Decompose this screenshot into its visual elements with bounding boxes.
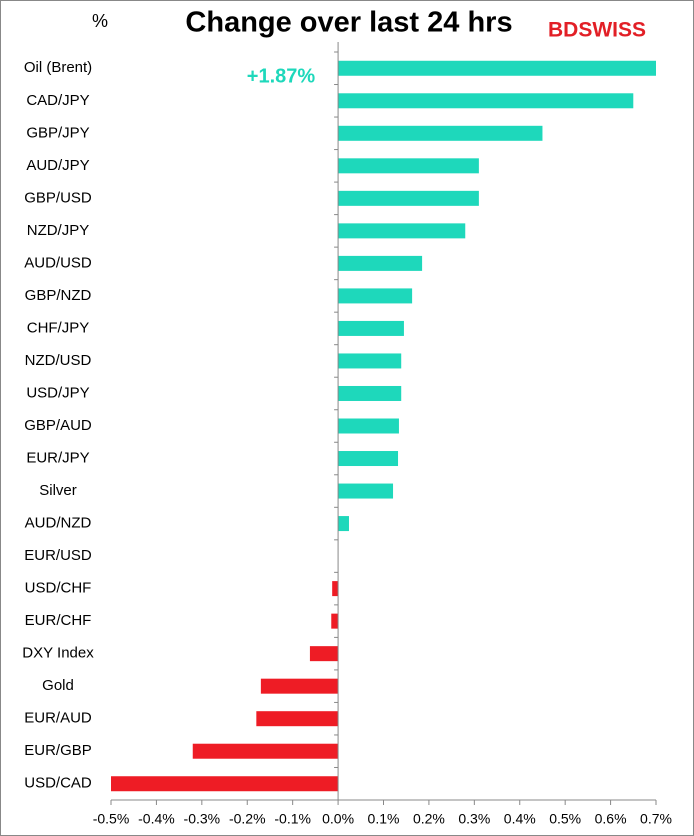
x-tick-label: 0.3% bbox=[458, 811, 490, 827]
bar bbox=[338, 255, 423, 271]
y-tick-label: EUR/CHF bbox=[25, 612, 92, 629]
y-tick-label: NZD/JPY bbox=[27, 222, 90, 239]
bar bbox=[338, 353, 402, 369]
bar bbox=[338, 60, 656, 76]
y-tick-label: EUR/USD bbox=[24, 547, 92, 564]
x-tick-label: 0.2% bbox=[413, 811, 445, 827]
unit-label: % bbox=[92, 11, 108, 31]
y-tick-label: EUR/GBP bbox=[24, 742, 92, 759]
bar bbox=[309, 646, 339, 662]
y-tick-label: USD/JPY bbox=[26, 384, 89, 401]
bar bbox=[192, 743, 339, 759]
y-tick-label: USD/CAD bbox=[24, 775, 92, 792]
x-tick-label: 0.1% bbox=[368, 811, 400, 827]
x-tick-label: -0.3% bbox=[184, 811, 221, 827]
x-tick-label: 0.6% bbox=[595, 811, 627, 827]
y-tick-label: NZD/USD bbox=[25, 352, 92, 369]
y-tick-label: Oil (Brent) bbox=[24, 59, 92, 76]
plot-area bbox=[111, 60, 656, 792]
bar bbox=[111, 776, 339, 792]
bar bbox=[338, 418, 399, 434]
x-tick-label: -0.5% bbox=[93, 811, 130, 827]
bar bbox=[338, 516, 349, 532]
bar bbox=[260, 678, 339, 694]
bar bbox=[338, 223, 466, 239]
y-tick-label: CHF/JPY bbox=[27, 319, 90, 336]
y-tick-label: GBP/USD bbox=[24, 189, 92, 206]
bar bbox=[338, 125, 543, 141]
y-tick-label: USD/CHF bbox=[25, 580, 92, 597]
y-tick-label: GBP/JPY bbox=[26, 124, 89, 141]
y-tick-label: AUD/JPY bbox=[26, 157, 89, 174]
x-tick-label: 0.4% bbox=[504, 811, 536, 827]
x-tick-label: -0.2% bbox=[229, 811, 266, 827]
logo: BDSWISS bbox=[548, 19, 646, 42]
y-tick-label: DXY Index bbox=[22, 645, 94, 662]
bar bbox=[338, 385, 402, 401]
x-tick-label: 0.7% bbox=[640, 811, 672, 827]
bar bbox=[338, 288, 413, 304]
bar bbox=[338, 93, 634, 109]
bar bbox=[332, 581, 339, 597]
y-tick-label: AUD/NZD bbox=[25, 515, 92, 532]
bar bbox=[338, 451, 399, 467]
y-tick-label: AUD/USD bbox=[24, 254, 92, 271]
bar bbox=[256, 711, 339, 727]
y-tick-label: GBP/AUD bbox=[24, 417, 92, 434]
annotation: +1.87% bbox=[247, 65, 316, 87]
chart-title: Change over last 24 hrs bbox=[185, 7, 512, 39]
y-tick-label: EUR/JPY bbox=[26, 449, 89, 466]
y-tick-label: CAD/JPY bbox=[26, 92, 89, 109]
x-tick-label: -0.4% bbox=[138, 811, 175, 827]
y-tick-label: Gold bbox=[42, 677, 74, 694]
bar bbox=[338, 190, 479, 206]
bar bbox=[338, 158, 479, 174]
y-tick-label: Silver bbox=[39, 482, 77, 499]
bar bbox=[338, 483, 394, 499]
bar bbox=[338, 320, 404, 336]
y-tick-label: GBP/NZD bbox=[25, 287, 92, 304]
x-tick-label: -0.1% bbox=[274, 811, 311, 827]
y-tick-label: EUR/AUD bbox=[24, 710, 92, 727]
x-tick-label: 0.5% bbox=[549, 811, 581, 827]
bar bbox=[331, 613, 339, 629]
x-tick-label: 0.0% bbox=[322, 811, 354, 827]
